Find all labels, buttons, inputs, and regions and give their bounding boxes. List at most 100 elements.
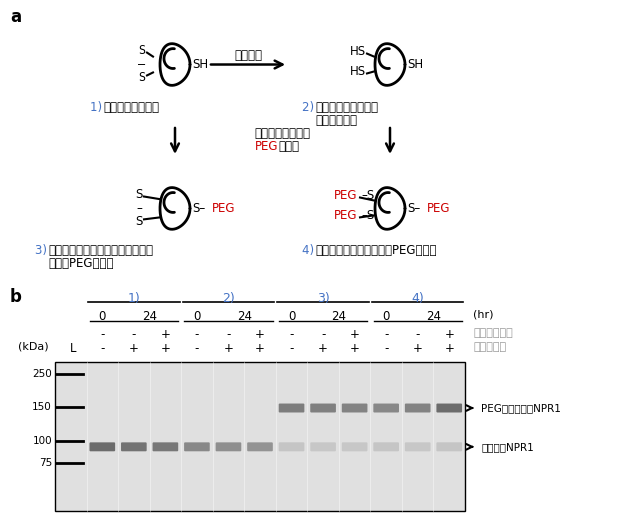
Text: -: - [195,328,199,341]
Text: テノキシカム: テノキシカム [473,328,513,338]
FancyBboxPatch shape [279,403,304,413]
Text: S: S [138,71,146,84]
FancyBboxPatch shape [121,443,147,451]
Text: -: - [226,328,231,341]
Text: +: + [129,342,139,355]
Text: +: + [445,328,454,341]
Text: ジスルフィド結合を: ジスルフィド結合を [315,101,378,114]
Text: S–: S– [407,202,420,215]
FancyBboxPatch shape [310,403,336,413]
Text: -: - [100,328,105,341]
Text: L: L [69,342,76,355]
FancyBboxPatch shape [373,403,399,413]
FancyBboxPatch shape [342,403,368,413]
Text: -: - [384,328,388,341]
Text: SH: SH [192,58,208,71]
Text: 0: 0 [193,310,201,323]
FancyBboxPatch shape [279,443,304,451]
Text: 1): 1) [90,101,106,114]
Text: S: S [135,215,143,228]
Text: -: - [195,342,199,355]
Text: +: + [413,342,423,355]
FancyBboxPatch shape [373,443,399,451]
Text: 75: 75 [38,458,52,468]
FancyBboxPatch shape [342,443,368,451]
FancyBboxPatch shape [310,443,336,451]
Text: –S: –S [361,209,374,222]
Text: 24: 24 [237,310,252,323]
Polygon shape [375,44,405,85]
FancyBboxPatch shape [405,443,430,451]
FancyBboxPatch shape [436,443,462,451]
Text: PEG: PEG [212,202,236,215]
Text: PEG: PEG [427,202,451,215]
Text: 還元剤で切断: 還元剤で切断 [315,114,357,127]
Text: –S: –S [361,189,374,202]
FancyBboxPatch shape [153,443,178,451]
FancyBboxPatch shape [373,443,399,451]
Text: PEG: PEG [334,209,358,222]
Text: 2): 2) [222,292,235,305]
FancyBboxPatch shape [405,403,430,413]
Text: HS: HS [350,45,366,58]
Text: +: + [255,342,265,355]
Text: +: + [255,328,265,341]
Text: 0: 0 [383,310,390,323]
Text: 3): 3) [35,244,51,257]
Text: (kDa): (kDa) [18,342,48,352]
Text: b: b [10,288,22,306]
Text: 100: 100 [32,436,52,446]
Text: -: - [384,342,388,355]
Text: -: - [290,342,294,355]
Text: 24: 24 [142,310,157,323]
Text: PEG標識されたNPR1: PEG標識されたNPR1 [481,403,561,413]
Text: +: + [350,342,360,355]
Text: –: – [138,58,146,71]
Text: +: + [224,342,233,355]
Text: +: + [161,328,171,341]
Text: 24: 24 [426,310,441,323]
Text: で標識: で標識 [278,140,299,153]
FancyBboxPatch shape [184,443,210,451]
Text: 1): 1) [128,292,140,305]
FancyBboxPatch shape [405,443,430,451]
FancyBboxPatch shape [436,443,462,451]
Text: 生体内で遊離型のシステイン残基: 生体内で遊離型のシステイン残基 [48,244,153,257]
Text: 24: 24 [331,310,347,323]
Text: 遊離チオール基を: 遊離チオール基を [254,127,311,140]
Text: 250: 250 [32,369,52,379]
Text: サリチル酸: サリチル酸 [473,342,506,352]
FancyBboxPatch shape [310,443,336,451]
Polygon shape [160,44,190,85]
Text: 3): 3) [317,292,329,305]
Text: SH: SH [407,58,423,71]
Text: -: - [321,328,326,341]
Text: 還元処理: 還元処理 [234,48,262,62]
Text: -: - [290,328,294,341]
Text: -: - [415,328,420,341]
Text: -: - [131,328,136,341]
Polygon shape [160,188,190,229]
Text: S: S [135,188,143,201]
Text: 未標識のNPR1: 未標識のNPR1 [481,442,534,452]
Text: -: - [100,342,105,355]
Polygon shape [375,188,405,229]
Text: のみがPEGで標識: のみがPEGで標識 [48,257,113,270]
FancyBboxPatch shape [436,403,462,413]
Text: S: S [138,44,146,57]
FancyBboxPatch shape [279,443,304,451]
Bar [55,362,465,511]
Text: 150: 150 [32,401,52,412]
FancyBboxPatch shape [89,443,115,451]
Text: PEG: PEG [254,140,278,153]
Text: a: a [10,8,21,26]
FancyBboxPatch shape [342,443,368,451]
Text: +: + [445,342,454,355]
Text: +: + [161,342,171,355]
Text: 未標識タンパク質: 未標識タンパク質 [103,101,159,114]
FancyBboxPatch shape [247,443,273,451]
Text: +: + [318,342,328,355]
Text: –: – [136,202,142,215]
Text: 0: 0 [288,310,295,323]
Text: 2): 2) [302,101,318,114]
